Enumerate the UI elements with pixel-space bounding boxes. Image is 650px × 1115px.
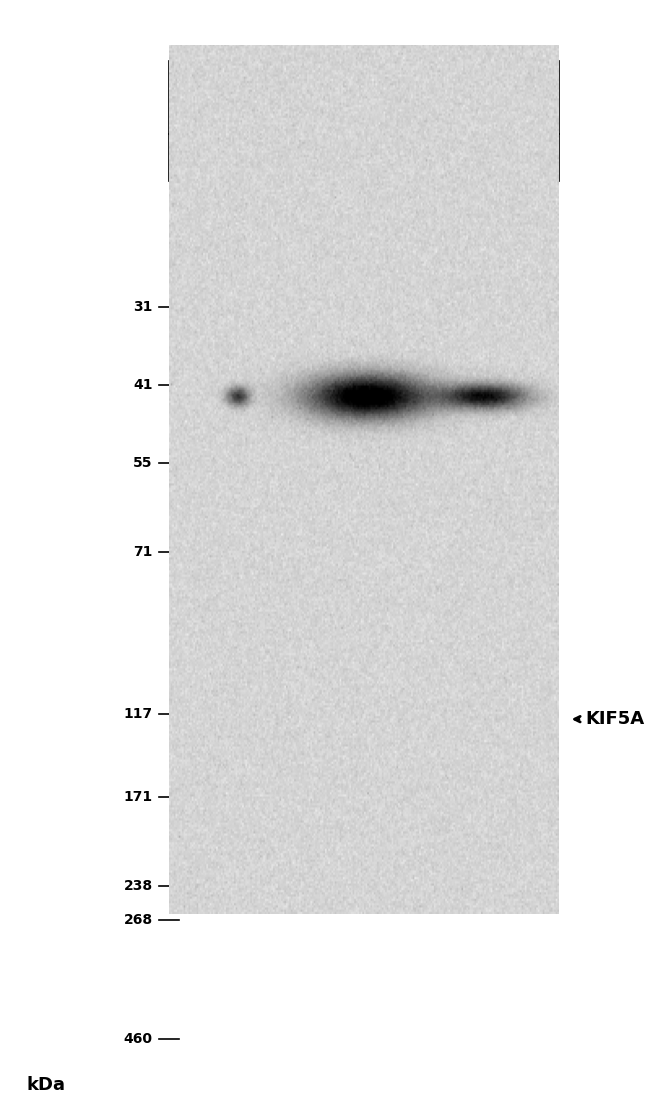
Text: 268: 268 [124,913,153,927]
Text: 50: 50 [226,148,249,166]
Text: HeLa: HeLa [216,90,259,105]
Text: 293T: 293T [346,90,389,105]
Text: kDa: kDa [26,1076,65,1094]
Text: 71: 71 [133,545,153,559]
Bar [169,61,559,181]
Text: 55: 55 [133,456,153,469]
Text: KIF5A: KIF5A [585,710,644,728]
Text: 171: 171 [124,791,153,804]
Text: 460: 460 [124,1032,153,1046]
Text: 117: 117 [124,707,153,720]
Text: 31: 31 [133,300,153,313]
Text: 41: 41 [133,378,153,391]
Text: 50: 50 [473,148,496,166]
Text: Jurkat: Jurkat [458,90,510,105]
Text: 238: 238 [124,880,153,893]
Text: 50: 50 [356,148,379,166]
